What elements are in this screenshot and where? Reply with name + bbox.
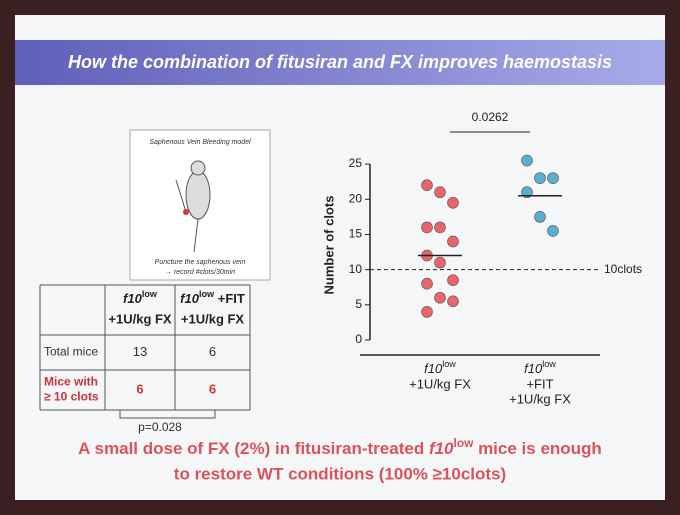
model-image (129, 129, 271, 281)
dot (521, 186, 533, 199)
table-cell: 13 (133, 344, 147, 359)
text-part: f10 (123, 291, 143, 306)
row-label: Total mice (44, 345, 98, 359)
title-bar (15, 40, 665, 85)
model-note: → record #clots/30min (165, 269, 235, 276)
table-header: +1U/kg FX (181, 311, 245, 326)
x-tick-label: +1U/kg FX (509, 391, 571, 406)
threshold-label: 10clots (604, 262, 642, 276)
dot (434, 291, 446, 304)
dot (434, 186, 446, 199)
model-note: Puncture the saphenous vein (155, 259, 246, 266)
dot (447, 196, 459, 209)
dot (534, 172, 546, 184)
text-part: f10 (524, 361, 543, 376)
table-header: f10low (123, 289, 158, 306)
y-tick-label: 25 (349, 156, 363, 170)
text-part: A small dose of FX (2%) in fitusiran-tre… (78, 439, 429, 458)
text-part: f10 (429, 439, 454, 458)
superscript: low (199, 289, 215, 299)
dot (447, 235, 459, 248)
row-label: ≥ 10 clots (44, 390, 99, 404)
dot (421, 277, 433, 290)
text-part: +FIT (214, 291, 245, 306)
footer: to restore WT conditions (100% ≥10clots) (174, 464, 506, 483)
y-tick-label: 0 (355, 332, 362, 346)
dot (547, 225, 559, 237)
needle (175, 179, 187, 213)
x-tick-label: f10low (524, 359, 556, 376)
x-tick-label: f10low (424, 359, 456, 376)
table-cell: 6 (136, 381, 143, 396)
table-header: f10low +FIT (180, 289, 245, 306)
superscript: low (442, 359, 456, 369)
row-label: Mice with (44, 375, 98, 389)
superscript: low (142, 289, 158, 299)
model-caption: Saphenous Vein Bleeding model (149, 139, 251, 146)
dot (447, 295, 459, 308)
dot (547, 172, 559, 184)
text-part: f10 (424, 361, 443, 376)
dot (534, 211, 546, 223)
x-tick-label: +FIT (526, 376, 553, 391)
y-tick-label: 20 (349, 191, 363, 205)
x-tick-label: +1U/kg FX (409, 376, 471, 391)
puncture (183, 209, 189, 215)
y-tick-label: 15 (349, 227, 363, 241)
dot (434, 256, 446, 269)
dot (521, 154, 533, 167)
mouse-head (190, 160, 206, 176)
dot (421, 221, 433, 234)
text-part: f10 (180, 291, 200, 306)
slide-title: How the combination of fitusiran and FX … (68, 52, 612, 72)
superscript: low (542, 359, 556, 369)
y-tick-label: 10 (349, 262, 363, 276)
dot (421, 306, 433, 318)
table-cell: 6 (209, 381, 216, 396)
superscript: low (454, 436, 475, 450)
y-axis-label: Number of clots (321, 196, 336, 295)
footer: A small dose of FX (2%) in fitusiran-tre… (78, 436, 602, 458)
slide (15, 15, 665, 500)
dot (434, 221, 446, 234)
p-bracket (119, 410, 216, 419)
text-part: mice is enough (473, 439, 601, 458)
significance-label: 0.0262 (472, 110, 509, 124)
dot (421, 179, 433, 191)
table-header: +1U/kg FX (108, 311, 172, 326)
p-value: p=0.028 (138, 420, 182, 434)
mouse-icon (185, 170, 211, 220)
dot (447, 274, 459, 286)
mouse-tail (193, 218, 199, 253)
table-cell: 6 (209, 344, 216, 359)
y-tick-label: 5 (355, 297, 362, 311)
